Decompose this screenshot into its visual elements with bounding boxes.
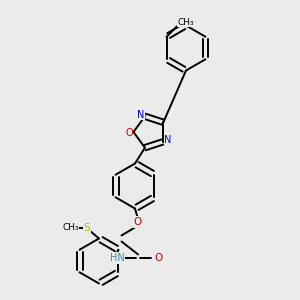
Text: CH₃: CH₃ (178, 18, 194, 27)
Text: S: S (84, 223, 90, 233)
Text: HN: HN (110, 253, 124, 263)
Text: N: N (164, 135, 172, 145)
Text: O: O (125, 128, 133, 139)
Text: O: O (134, 217, 142, 227)
Text: O: O (154, 253, 162, 263)
Text: N: N (137, 110, 144, 120)
Text: CH₃: CH₃ (62, 224, 79, 232)
